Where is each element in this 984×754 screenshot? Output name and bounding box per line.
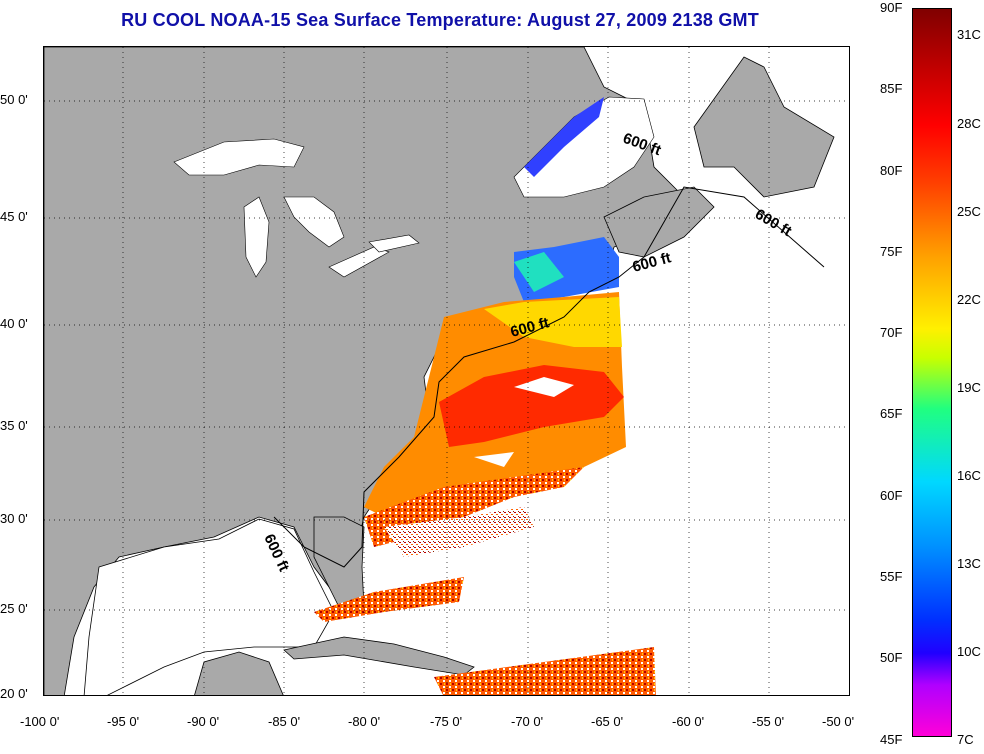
land-nova-scotia [603, 186, 715, 258]
colorbar-f-50: 50F [880, 650, 903, 665]
sst-clouds [474, 377, 574, 467]
lake-huron [283, 196, 345, 248]
lake-superior [173, 138, 305, 176]
graticule [44, 47, 849, 695]
lake-ontario [368, 234, 420, 253]
lon-label-80w: -80 0' [348, 714, 381, 729]
sst-map[interactable]: 600 ft 600 ft 600 ft 600 ft 600 ft [43, 46, 850, 696]
colorbar-f-90: 90F [880, 0, 903, 15]
lon-label-55w: -55 0' [752, 714, 785, 729]
lat-label-35: 35 0' [0, 418, 28, 433]
temperature-colorbar [912, 8, 952, 737]
map-title: RU COOL NOAA-15 Sea Surface Temperature:… [121, 10, 759, 30]
sst-bahamas [314, 577, 464, 622]
lake-erie [328, 246, 390, 278]
lat-label-50: 50 0' [0, 92, 28, 107]
land-newfoundland [693, 56, 835, 198]
colorbar-c-10: 10C [957, 644, 981, 659]
lake-michigan [243, 196, 270, 278]
sst-map-canvas: 600 ft 600 ft 600 ft 600 ft 600 ft [44, 47, 849, 695]
colorbar-f-85: 85F [880, 81, 903, 96]
depth-label-2: 600 ft [752, 206, 794, 240]
depth-contour-600ft [273, 186, 825, 568]
colorbar-c-16: 16C [957, 468, 981, 483]
lon-label-75w: -75 0' [430, 714, 463, 729]
colorbar-f-80: 80F [880, 163, 903, 178]
lon-label-100w: -100 0' [20, 714, 60, 729]
colorbar-c-22: 22C [957, 292, 981, 307]
colorbar-f-60: 60F [880, 488, 903, 503]
lon-label-50w: -50 0' [822, 714, 855, 729]
lon-label-65w: -65 0' [591, 714, 624, 729]
lat-label-25: 25 0' [0, 601, 28, 616]
colorbar-f-70: 70F [880, 325, 903, 340]
lon-label-85w: -85 0' [268, 714, 301, 729]
colorbar-c-31: 31C [957, 27, 981, 42]
land-cuba [283, 636, 475, 676]
colorbar-c-7: 7C [957, 732, 974, 747]
lon-label-95w: -95 0' [107, 714, 140, 729]
lat-label-45: 45 0' [0, 209, 28, 224]
colorbar-c-28: 28C [957, 116, 981, 131]
lon-label-60w: -60 0' [672, 714, 705, 729]
colorbar-c-25: 25C [957, 204, 981, 219]
sst-caribbean [434, 647, 656, 695]
lat-label-20: 20 0' [0, 686, 28, 701]
colorbar-f-75: 75F [880, 244, 903, 259]
lon-label-90w: -90 0' [187, 714, 220, 729]
sst-st-lawrence [524, 97, 604, 177]
lon-label-70w: -70 0' [511, 714, 544, 729]
sst-gulf-stream [439, 365, 624, 447]
colorbar-f-55: 55F [880, 569, 903, 584]
colorbar-c-19: 19C [957, 380, 981, 395]
colorbar-f-65: 65F [880, 406, 903, 421]
sst-southern-swath [384, 507, 534, 557]
colorbar-f-45: 45F [880, 732, 903, 747]
sst-teal [514, 252, 564, 292]
colorbar-c-13: 13C [957, 556, 981, 571]
lat-label-40: 40 0' [0, 316, 28, 331]
land-yucatan [194, 651, 284, 695]
lat-label-30: 30 0' [0, 511, 28, 526]
